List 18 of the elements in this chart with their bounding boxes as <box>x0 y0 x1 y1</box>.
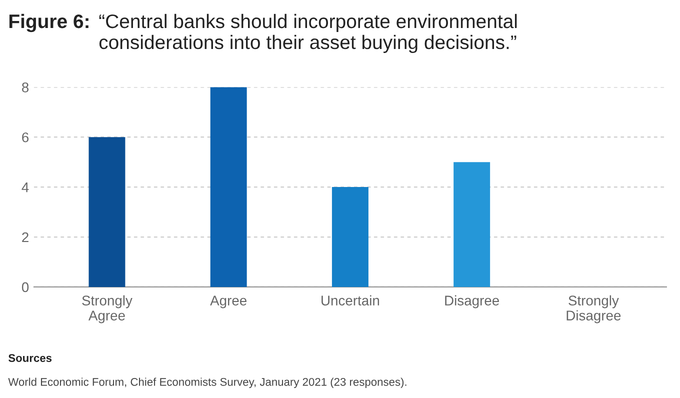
x-tick-label: Strongly Agree <box>82 295 132 324</box>
text: World Economic Forum, Chief Economists Survey, January 2021 (23 responses). <box>8 378 406 388</box>
x-tick-label: Strongly Disagree <box>566 295 621 324</box>
y-tick-label: 4 <box>22 182 29 192</box>
x-tick-label: Agree <box>210 296 246 308</box>
y-tick-label: 2 <box>22 232 28 242</box>
bar <box>454 162 490 287</box>
caption: Figure 6: <box>9 14 88 32</box>
y-tick-label: 0 <box>22 282 29 292</box>
chart-title: “Central banks should incorporate environmental considerations into their asset buying decisions.” <box>99 14 517 53</box>
x-tick-label: Disagree <box>445 295 499 308</box>
y-tick-label: 8 <box>22 82 29 92</box>
y-tick-label: 6 <box>22 132 29 142</box>
text: Sources <box>8 354 52 362</box>
bar <box>210 87 247 287</box>
x-tick-label: Uncertain <box>322 295 380 306</box>
bar <box>332 187 368 287</box>
bar <box>88 137 126 287</box>
